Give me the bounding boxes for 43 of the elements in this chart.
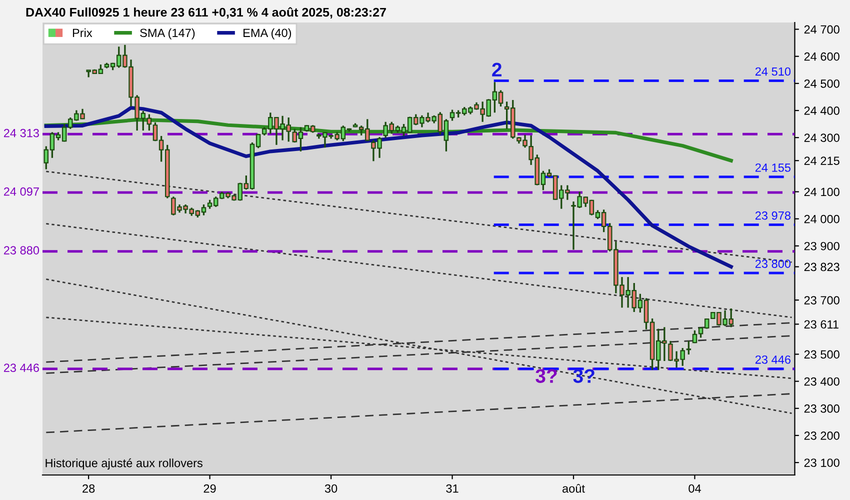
x-tick-label: août: [562, 484, 585, 493]
annotation: 2: [492, 62, 502, 76]
y-tick-label: 23 400: [804, 377, 840, 386]
legend-label: Prix: [72, 28, 92, 37]
legend-label: SMA (147): [140, 28, 195, 40]
y-tick-label: 24 500: [804, 79, 840, 88]
ref-line-label: 23 446: [755, 355, 790, 364]
ref-line-label: 23 800: [755, 260, 791, 268]
x-tick-label: 04: [688, 484, 701, 493]
y-tick-label: 23 500: [804, 350, 840, 359]
y-tick-label: 24 215: [804, 156, 840, 165]
ref-line-label: 23 978: [755, 211, 790, 220]
y-tick-label: 23 700: [804, 296, 840, 304]
y-tick-label: 23 300: [804, 404, 840, 413]
y-tick-label: 23 823: [804, 262, 840, 272]
candlestick: [686, 340, 692, 356]
legend-label: EMA (40): [244, 28, 292, 40]
y-tick-label: 24 700: [804, 25, 840, 34]
x-tick-label: 29: [204, 484, 216, 493]
ref-line-label: 24 313: [4, 128, 39, 138]
line-series: [44, 106, 733, 269]
x-tick-label: 31: [446, 484, 458, 493]
ref-line-label: 24 097: [4, 187, 39, 196]
y-tick-label: 23 611: [804, 320, 838, 329]
chart-title: DAX40 Full0925 1 heure 23 611 +0,31 % 4 août 2025, 08:23:27: [26, 7, 386, 18]
annotation: Historique ajusté aux rollovers: [46, 458, 202, 470]
annotation: 3?: [536, 369, 557, 383]
y-tick-label: 24 300: [804, 134, 840, 142]
y-tick-label: 24 100: [804, 188, 840, 196]
y-tick-label: 23 200: [804, 432, 840, 440]
annotation: 3?: [573, 369, 594, 383]
y-tick-label: 23 100: [804, 458, 840, 467]
y-tick-label: 23 900: [804, 242, 840, 250]
y-tick-label: 24 000: [804, 214, 840, 224]
candlestick: [692, 330, 698, 344]
x-tick-label: 28: [82, 484, 95, 493]
ref-line-label: 23 880: [4, 246, 40, 254]
ref-line-label: 24 155: [755, 163, 790, 172]
y-tick-label: 24 400: [804, 106, 840, 115]
y-tick-label: 24 600: [804, 52, 840, 61]
ref-line-label: 24 510: [755, 67, 791, 76]
ref-line-label: 23 446: [4, 364, 39, 372]
x-tick-label: 30: [324, 484, 338, 493]
